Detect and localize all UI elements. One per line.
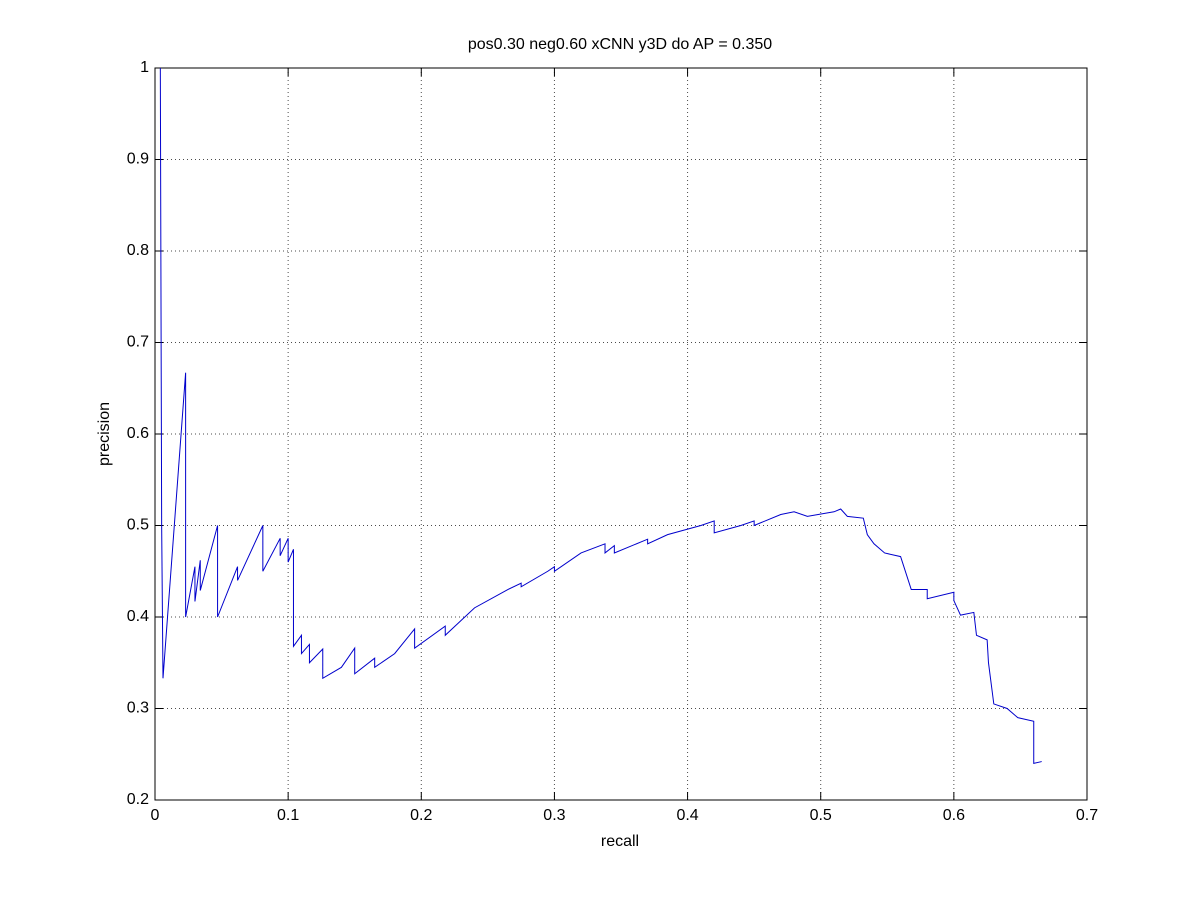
x-tick-label: 0	[151, 807, 160, 824]
y-axis-label: precision	[96, 402, 113, 466]
x-tick-label: 0.3	[543, 807, 565, 824]
line-series	[159, 67, 1042, 765]
y-tick-label: 0.3	[127, 700, 149, 717]
x-tick-label: 0.2	[410, 807, 432, 824]
y-tick-label: 0.9	[127, 151, 149, 168]
y-tick-label: 0.8	[127, 242, 149, 259]
y-tick-label: 0.2	[127, 791, 149, 808]
x-axis-label: recall	[601, 833, 639, 850]
x-tick-label: 0.4	[676, 807, 698, 824]
plot-frame	[154, 67, 1088, 801]
x-tick-label: 0.1	[277, 807, 299, 824]
y-tick-label: 0.6	[127, 425, 149, 442]
chart-title: pos0.30 neg0.60 xCNN y3D do AP = 0.350	[468, 36, 772, 53]
y-tick-label: 0.4	[127, 608, 149, 625]
x-tick-label: 0.7	[1076, 807, 1098, 824]
y-tick-label: 0.7	[127, 334, 149, 351]
x-tick-label: 0.5	[810, 807, 832, 824]
y-tick-label: 0.5	[127, 517, 149, 534]
x-tick-label: 0.6	[943, 807, 965, 824]
y-tick-label: 1	[140, 59, 149, 76]
